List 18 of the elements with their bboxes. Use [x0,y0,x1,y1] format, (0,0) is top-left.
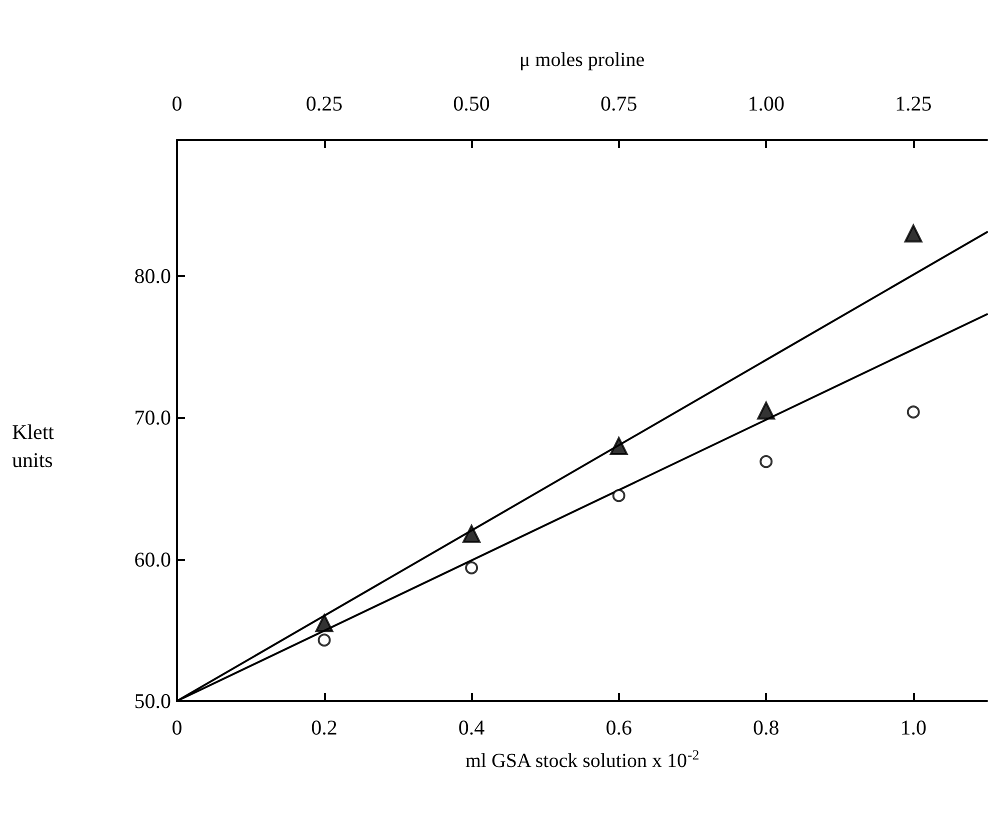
y-tick-label: 50.0 [134,689,171,713]
x2-tick-label: 0 [172,92,182,116]
x-tick-label: 0.8 [752,716,780,740]
x-tick-label: 0 [172,716,182,740]
x2-tick-label: 1.00 [748,92,784,116]
y-axis-title: Klett units [12,420,54,472]
x2-axis-title: μ moles proline [519,49,645,71]
x2-tick-label: 0.75 [600,92,638,116]
x-tick-label: 0.2 [311,716,338,740]
y-tick-label: 60.0 [134,547,171,572]
x-tick-label: 0.6 [606,716,632,740]
y-tick-label: 80.0 [134,264,171,288]
x2-tick-label: 0.50 [453,92,490,116]
x2-tick-label: 0.25 [306,92,343,116]
x2-tick-label: 1.25 [894,92,932,116]
x-tick-label: 1.0 [900,716,926,740]
x-tick-label: 0.4 [458,716,486,740]
y-tick-label: 70.0 [134,406,171,430]
